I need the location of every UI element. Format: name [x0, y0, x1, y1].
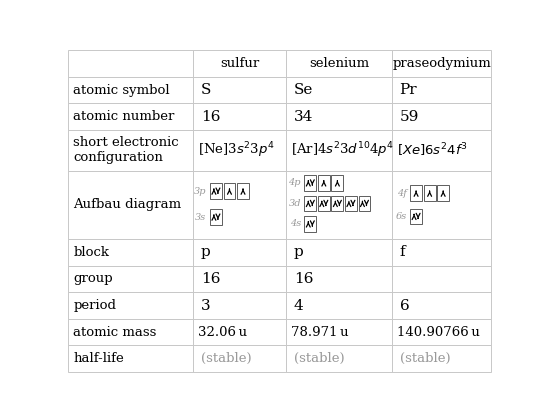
Bar	[193, 77, 286, 103]
Bar	[193, 292, 286, 319]
Bar	[392, 50, 491, 77]
Text: 4s: 4s	[290, 219, 301, 229]
Bar	[68, 345, 193, 372]
Bar	[286, 292, 392, 319]
Text: group: group	[73, 273, 113, 285]
Text: atomic symbol: atomic symbol	[73, 84, 170, 97]
Bar	[331, 196, 343, 211]
Bar	[304, 175, 316, 191]
Bar	[410, 186, 422, 201]
Text: 4p: 4p	[288, 178, 301, 187]
Text: atomic mass: atomic mass	[73, 326, 157, 339]
Bar	[210, 209, 222, 225]
Bar	[286, 345, 392, 372]
Text: $\mathit{[Xe]6s^24f^3}$: $\mathit{[Xe]6s^24f^3}$	[397, 142, 468, 159]
Bar	[286, 265, 392, 292]
Text: Aufbau diagram: Aufbau diagram	[73, 198, 181, 212]
Text: $\mathregular{[Ne]3}s^2\mathregular{3}p^4$: $\mathregular{[Ne]3}s^2\mathregular{3}p^…	[198, 140, 275, 160]
Bar	[286, 171, 392, 239]
Bar	[392, 292, 491, 319]
Bar	[359, 196, 370, 211]
Text: 3p: 3p	[194, 186, 206, 196]
Bar	[392, 265, 491, 292]
Text: 34: 34	[294, 110, 313, 124]
Text: p: p	[201, 245, 210, 259]
Text: f: f	[400, 245, 405, 259]
Text: 59: 59	[400, 110, 419, 124]
Text: $\mathregular{[Ar]4}s^2\mathregular{3}d^{10}\mathregular{4}p^4$: $\mathregular{[Ar]4}s^2\mathregular{3}d^…	[291, 140, 394, 160]
Bar	[68, 265, 193, 292]
Bar	[193, 50, 286, 77]
Bar	[193, 130, 286, 171]
Text: 6s: 6s	[395, 212, 407, 221]
Bar	[410, 209, 422, 224]
Text: 3s: 3s	[195, 213, 206, 222]
Bar	[68, 319, 193, 345]
Bar	[286, 77, 392, 103]
Text: 16: 16	[294, 272, 313, 286]
Bar	[286, 50, 392, 77]
Bar	[392, 130, 491, 171]
Bar	[68, 239, 193, 265]
Bar	[286, 130, 392, 171]
Text: (stable): (stable)	[294, 352, 345, 365]
Bar	[223, 184, 235, 199]
Bar	[68, 292, 193, 319]
Bar	[437, 186, 449, 201]
Bar	[193, 265, 286, 292]
Text: S: S	[201, 83, 211, 97]
Text: 4f: 4f	[397, 189, 407, 198]
Text: 4: 4	[294, 298, 304, 313]
Bar	[318, 196, 330, 211]
Text: (stable): (stable)	[400, 352, 450, 365]
Bar	[68, 103, 193, 130]
Bar	[392, 345, 491, 372]
Bar	[304, 196, 316, 211]
Text: atomic number: atomic number	[73, 110, 175, 123]
Bar	[193, 239, 286, 265]
Text: 6: 6	[400, 298, 410, 313]
Text: 78.971 u: 78.971 u	[291, 326, 349, 339]
Bar	[193, 319, 286, 345]
Bar	[392, 77, 491, 103]
Text: period: period	[73, 299, 116, 312]
Text: 16: 16	[201, 110, 220, 124]
Bar	[392, 171, 491, 239]
Bar	[286, 103, 392, 130]
Bar	[392, 319, 491, 345]
Bar	[318, 175, 330, 191]
Text: p: p	[294, 245, 304, 259]
Bar	[193, 103, 286, 130]
Text: Se: Se	[294, 83, 313, 97]
Bar	[210, 184, 222, 199]
Bar	[304, 216, 316, 232]
Text: 140.90766 u: 140.90766 u	[397, 326, 480, 339]
Bar	[345, 196, 357, 211]
Bar	[68, 171, 193, 239]
Bar	[193, 345, 286, 372]
Text: selenium: selenium	[309, 57, 369, 70]
Text: (stable): (stable)	[201, 352, 251, 365]
Bar	[237, 184, 249, 199]
Bar	[286, 239, 392, 265]
Bar	[424, 186, 436, 201]
Text: 3: 3	[201, 298, 210, 313]
Text: sulfur: sulfur	[220, 57, 259, 70]
Text: 16: 16	[201, 272, 220, 286]
Bar	[68, 77, 193, 103]
Text: Pr: Pr	[400, 83, 417, 97]
Text: block: block	[73, 246, 109, 259]
Text: half-life: half-life	[73, 352, 124, 365]
Bar	[286, 319, 392, 345]
Text: praseodymium: praseodymium	[393, 57, 491, 70]
Text: short electronic
configuration: short electronic configuration	[73, 136, 179, 164]
Text: 32.06 u: 32.06 u	[198, 326, 247, 339]
Bar	[392, 103, 491, 130]
Bar	[68, 50, 193, 77]
Bar	[68, 130, 193, 171]
Bar	[392, 239, 491, 265]
Bar	[193, 171, 286, 239]
Text: 3d: 3d	[288, 199, 301, 208]
Bar	[331, 175, 343, 191]
